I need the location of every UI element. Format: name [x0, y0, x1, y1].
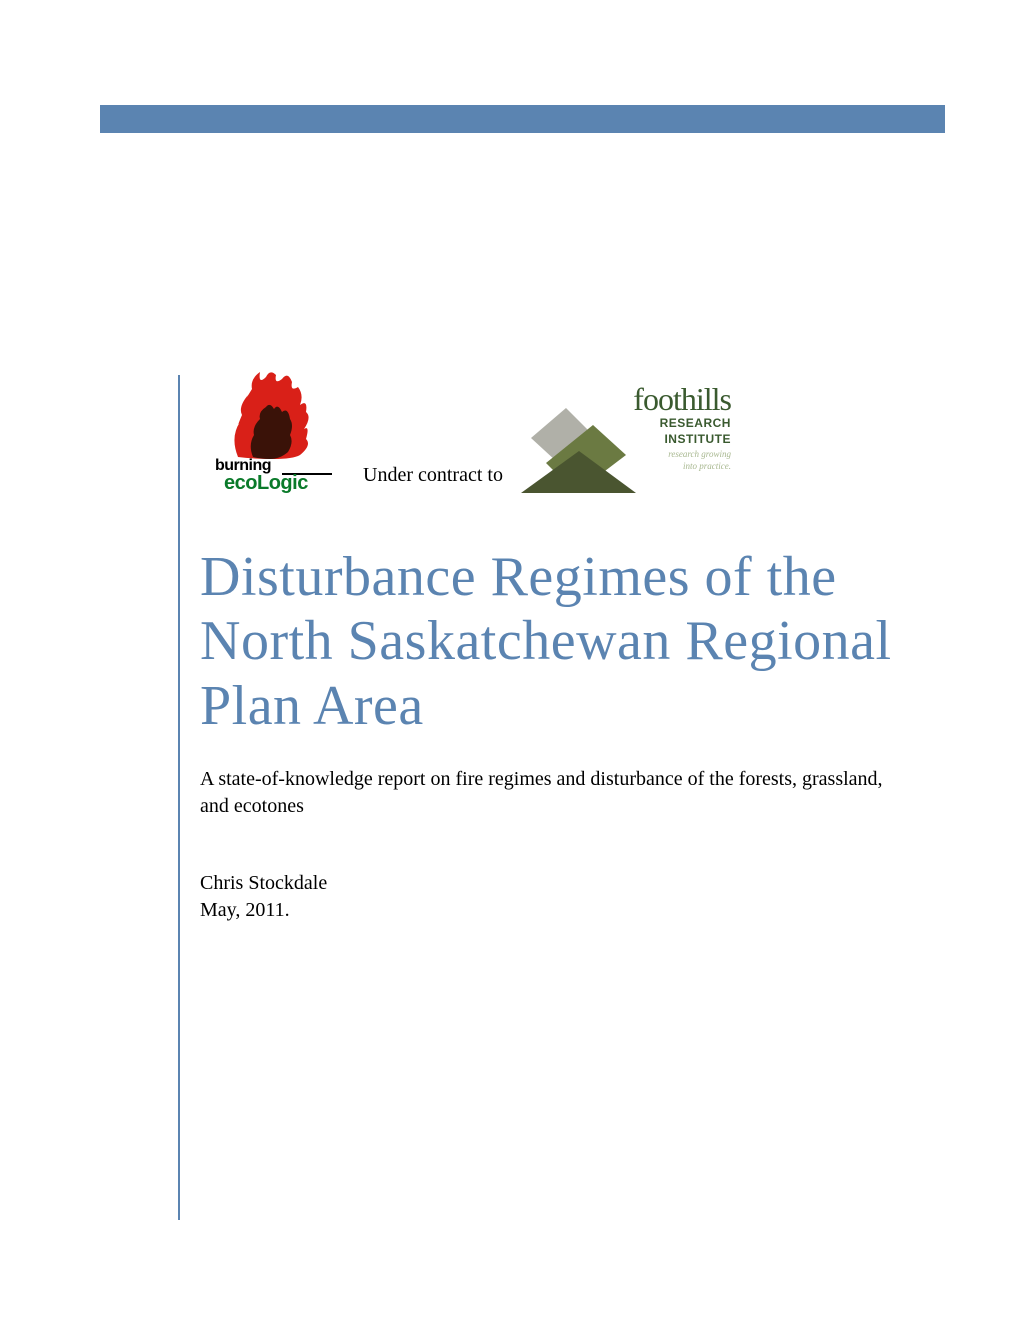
foothills-text-block: foothills RESEARCH INSTITUTE research gr…	[633, 385, 731, 472]
contract-label: Under contract to	[363, 464, 503, 487]
header-accent-bar	[100, 105, 945, 133]
burning-logo-bottom-text: ecoLogic	[224, 472, 308, 495]
foothills-tagline1: research growing	[633, 450, 731, 460]
foothills-sub-line2: INSTITUTE	[633, 432, 731, 446]
logos-row: burning ecoLogic Under contract to footh…	[200, 375, 920, 495]
hills-icon	[521, 403, 636, 495]
foothills-tagline2: into practice.	[633, 462, 731, 472]
document-author: Chris Stockdale	[200, 870, 920, 897]
flame-icon	[218, 367, 328, 462]
foothills-sub-line1: RESEARCH	[633, 416, 731, 430]
document-subtitle: A state-of-knowledge report on fire regi…	[200, 766, 900, 820]
content-panel: burning ecoLogic Under contract to footh…	[178, 375, 920, 1220]
foothills-name: foothills	[633, 385, 731, 414]
document-date: May, 2011.	[200, 897, 920, 924]
burning-ecologic-logo: burning ecoLogic	[200, 375, 345, 495]
document-title: Disturbance Regimes of the North Saskatc…	[200, 545, 920, 738]
foothills-logo: foothills RESEARCH INSTITUTE research gr…	[521, 385, 731, 495]
